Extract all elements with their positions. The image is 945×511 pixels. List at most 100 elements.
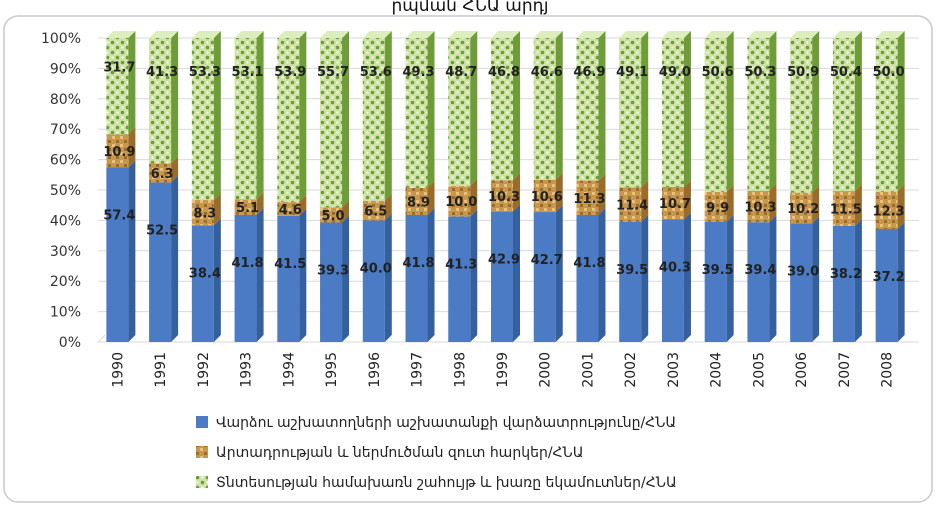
bar-segment (405, 187, 428, 215)
bar-segment-side (854, 218, 862, 342)
bar-segment (149, 163, 172, 183)
bar-top-face (832, 31, 862, 38)
data-label: 8.3 (193, 207, 216, 222)
data-label: 38.2 (830, 267, 862, 282)
chart-title-fragment: րպման ՀՆԱ արդյ (391, 0, 548, 16)
data-label: 6.3 (151, 167, 174, 182)
bar-segment (832, 225, 855, 342)
bar-segment-side (897, 184, 905, 230)
bar-top-face (790, 31, 820, 38)
data-label: 11.4 (616, 199, 648, 214)
bar-segment-side (256, 192, 264, 215)
data-label: 12.3 (873, 204, 905, 219)
x-tick-label: 1999 (495, 352, 511, 388)
legend-entry: Տնտեսության համախառն շահույթ և խառը եկամ… (216, 475, 677, 491)
bar-segment (832, 191, 855, 226)
bar-segment-side (897, 31, 905, 192)
bar-segment (448, 186, 471, 217)
bar-top-face (106, 31, 136, 38)
data-label: 6.5 (364, 205, 387, 220)
bar-segment-side (598, 31, 606, 181)
bar-segment (234, 199, 257, 215)
x-tick-label: 2003 (666, 352, 682, 388)
bar-top-face (405, 31, 435, 38)
data-label: 42.9 (488, 253, 520, 268)
bar-segment (149, 182, 172, 342)
bar-segment-side (513, 31, 520, 181)
data-label: 37.2 (873, 270, 905, 285)
bar-segment-side (128, 31, 136, 135)
bar-top-face (277, 31, 307, 38)
data-label: 41.8 (232, 256, 264, 271)
data-label: 5.1 (236, 201, 259, 216)
data-labels: 57.4 10.9 31.7 52.5 6.3 41.3 38.4 8.3 53.3 41.8 5.… (103, 61, 904, 285)
bar-segment-side (427, 207, 435, 342)
bar-segment (661, 186, 684, 220)
y-axis-ticks: 0% 10% 20% 30% 40% 50% 60% 70% 80% 90% 100% (41, 31, 81, 351)
bar-segment (320, 207, 343, 223)
bar-segment (661, 38, 684, 187)
bar-segment-side (470, 179, 478, 217)
bar-top-face (576, 31, 606, 38)
data-label: 9.9 (706, 201, 729, 216)
bar-segment-side (555, 205, 563, 342)
data-label: 57.4 (103, 209, 135, 224)
bar-segment (405, 214, 428, 342)
bar-top-face (191, 31, 221, 38)
bar-segment (277, 38, 300, 202)
data-label: 40.0 (360, 262, 392, 277)
x-tick-label: 2001 (580, 352, 596, 388)
x-tick-label: 1994 (281, 352, 297, 388)
data-label: 10.9 (103, 145, 135, 160)
bar-segment (747, 38, 770, 191)
bar-segment (448, 38, 471, 187)
data-label: 10.7 (659, 197, 691, 212)
bar-segment (747, 190, 770, 223)
bar-segment (106, 167, 129, 342)
bar-segment-side (641, 180, 649, 222)
legend: Վարձու աշխատողների աշխատանքի վարձատրությ… (196, 415, 677, 491)
bars (106, 31, 905, 342)
bar-segment (576, 180, 599, 215)
bar-segment-side (256, 207, 264, 342)
data-label: 52.5 (146, 224, 178, 239)
data-label: 42.7 (531, 253, 563, 268)
x-tick-label: 1990 (110, 352, 126, 388)
data-label: 11.3 (573, 192, 605, 207)
data-label: 41.8 (402, 256, 434, 271)
x-tick-label: 1998 (452, 352, 468, 388)
bar-segment-side (726, 214, 734, 342)
bar-segment (533, 179, 556, 213)
y-tick-label: 90% (50, 61, 81, 77)
data-label: 41.8 (573, 256, 605, 271)
bar-top-face (320, 31, 350, 38)
bar-segment (704, 38, 727, 192)
bar-segment-side (213, 218, 221, 342)
bar-top-face (747, 31, 777, 38)
bar-segment-side (854, 184, 862, 226)
bar-top-face (533, 31, 563, 38)
bar-segment (661, 219, 684, 342)
y-tick-label: 0% (59, 335, 81, 351)
bar-segment (191, 200, 214, 226)
bar-segment (191, 38, 214, 201)
bar-segment-side (726, 184, 734, 222)
data-label: 10.3 (488, 190, 520, 205)
data-label: 46.6 (531, 65, 563, 80)
bar-top-face (149, 31, 179, 38)
bar-segment-side (256, 31, 264, 200)
bar-segment (747, 222, 770, 342)
bar-segment (405, 38, 428, 188)
y-tick-label: 50% (50, 183, 81, 199)
bar-segment-side (470, 31, 478, 187)
bar-segment (576, 38, 599, 181)
data-label: 49.1 (616, 65, 648, 80)
bar-segment-side (769, 183, 777, 223)
bar-segment (277, 215, 300, 342)
bar-segment (191, 225, 214, 342)
bar-top-face (661, 31, 691, 38)
y-tick-label: 80% (50, 92, 81, 108)
data-label: 50.4 (830, 65, 862, 80)
bar-segment-side (213, 193, 221, 226)
